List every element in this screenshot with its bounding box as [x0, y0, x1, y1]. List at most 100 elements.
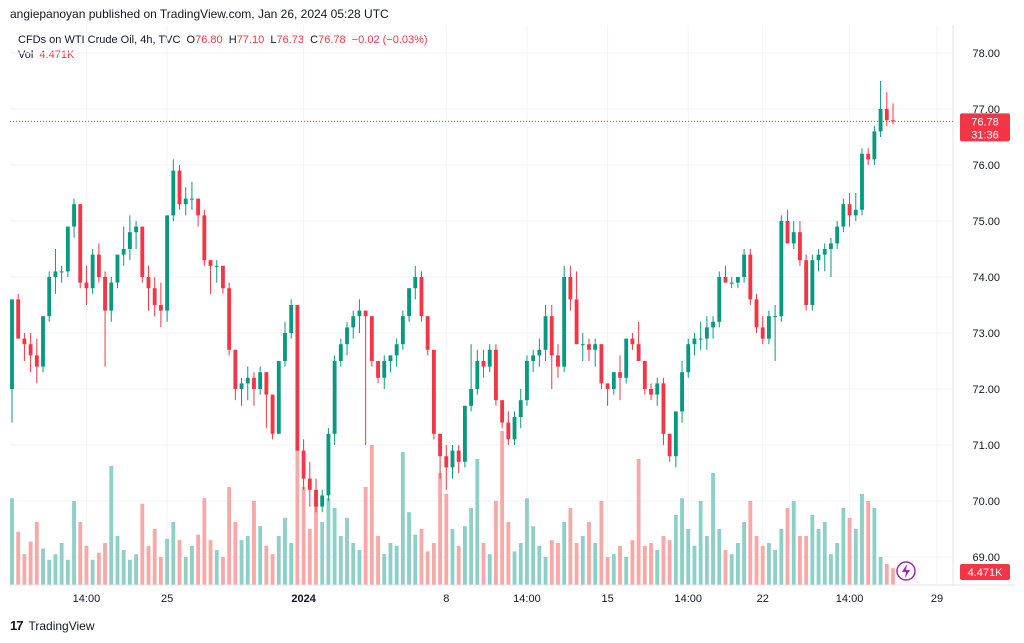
- volume-label[interactable]: Vol: [18, 49, 34, 61]
- candle-body: [661, 383, 666, 434]
- volume-bar: [326, 498, 331, 585]
- volume-bar: [543, 557, 548, 585]
- price-tick-label: 73.00: [972, 328, 1000, 340]
- volume-bar: [264, 545, 269, 585]
- volume-bar: [84, 545, 89, 585]
- candle-body: [351, 316, 356, 328]
- candle-body: [686, 344, 691, 373]
- candle-body: [400, 316, 405, 345]
- candle-body: [804, 260, 809, 305]
- volume-bar: [512, 551, 517, 585]
- candle-body: [549, 316, 554, 356]
- time-tick-label: 25: [161, 593, 173, 605]
- candle-body: [884, 109, 889, 121]
- volume-bar: [692, 545, 697, 585]
- candle-body: [853, 209, 858, 216]
- price-tick-label: 69.00: [972, 552, 1000, 564]
- volume-bar: [562, 522, 567, 585]
- candle-body: [388, 355, 393, 361]
- candle-body: [413, 277, 418, 289]
- volume-bar: [798, 536, 802, 585]
- symbol-label[interactable]: CFDs on WTI Crude Oil, 4h, TVC: [18, 34, 181, 46]
- volume-bar: [717, 529, 722, 585]
- candle-body: [307, 478, 312, 490]
- candle-body: [53, 271, 58, 277]
- volume-bar: [295, 445, 300, 585]
- volume-bar: [735, 543, 740, 585]
- volume-bar: [202, 498, 207, 585]
- candle-body: [338, 344, 343, 361]
- candle-body: [121, 249, 126, 255]
- candle-body: [115, 254, 120, 283]
- candle-body: [469, 389, 474, 406]
- volume-bar: [351, 543, 356, 585]
- volume-bar: [357, 550, 362, 585]
- candle-body: [283, 333, 287, 361]
- volume-bar: [90, 559, 95, 585]
- candle-body: [605, 383, 610, 389]
- volume-bar: [276, 536, 281, 585]
- volume-bar: [227, 487, 232, 585]
- volume-bar: [605, 557, 610, 585]
- volume-bar: [394, 545, 399, 585]
- price-tick-label: 77.00: [972, 104, 1000, 116]
- volume-bar: [270, 554, 275, 585]
- candle-body: [177, 170, 182, 205]
- volume-bar: [320, 522, 325, 585]
- volume-bar: [140, 503, 145, 585]
- candle-body: [512, 417, 517, 440]
- candle-body: [717, 277, 722, 322]
- volume-bar: [165, 538, 170, 585]
- volume-bar: [152, 529, 157, 585]
- candle-body: [382, 361, 387, 378]
- volume-bar: [636, 459, 641, 585]
- candle-body: [829, 243, 833, 249]
- volume-bar: [506, 522, 511, 585]
- candle-body: [680, 372, 684, 412]
- candle-body: [729, 282, 734, 284]
- candle-body: [72, 204, 76, 227]
- candle-body: [28, 344, 33, 356]
- candle-body: [531, 355, 536, 361]
- volume-bar: [568, 508, 573, 585]
- volume-bar: [630, 540, 635, 585]
- volume-bar: [208, 540, 213, 585]
- time-axis: 14:00 25 2024 8 14:00 15 14:00 22 14:00 29: [10, 584, 1014, 605]
- candle-body: [835, 226, 840, 244]
- volume-bar: [214, 550, 219, 585]
- volume-bar: [258, 526, 263, 585]
- footer-brand[interactable]: TradingView: [28, 618, 95, 633]
- volume-bar: [72, 501, 76, 585]
- candle-body: [208, 260, 213, 266]
- volume-bar: [779, 529, 784, 585]
- volume-bar: [810, 515, 815, 585]
- candle-body: [10, 299, 14, 389]
- volume-bar: [649, 543, 653, 585]
- volume-bar: [804, 536, 809, 585]
- volume-bar: [673, 515, 678, 585]
- volume-bar: [847, 517, 852, 585]
- open-label: O: [186, 34, 196, 46]
- close-value: 76.78: [318, 34, 346, 46]
- candle-body: [84, 282, 89, 289]
- volume-bar: [748, 501, 753, 585]
- candle-body: [196, 198, 201, 216]
- volume-bar: [525, 498, 529, 585]
- time-tick-label: 14:00: [513, 593, 541, 605]
- price-tick-label: 70.00: [972, 496, 1000, 508]
- volume-bar: [196, 534, 201, 585]
- candle-body: [599, 344, 604, 384]
- volume-bar: [314, 501, 318, 585]
- volume-bar: [65, 559, 70, 585]
- low-value: 76.73: [276, 34, 304, 46]
- volume-bar: [189, 545, 194, 585]
- price-tick-label: 75.00: [972, 216, 1000, 228]
- candle-body: [431, 349, 436, 434]
- high-value: 77.10: [236, 34, 265, 46]
- volume-bars: [10, 431, 895, 585]
- candle-body: [419, 277, 424, 317]
- volume-bar: [487, 554, 492, 585]
- volume-bar: [494, 501, 498, 585]
- candle-body: [760, 327, 765, 339]
